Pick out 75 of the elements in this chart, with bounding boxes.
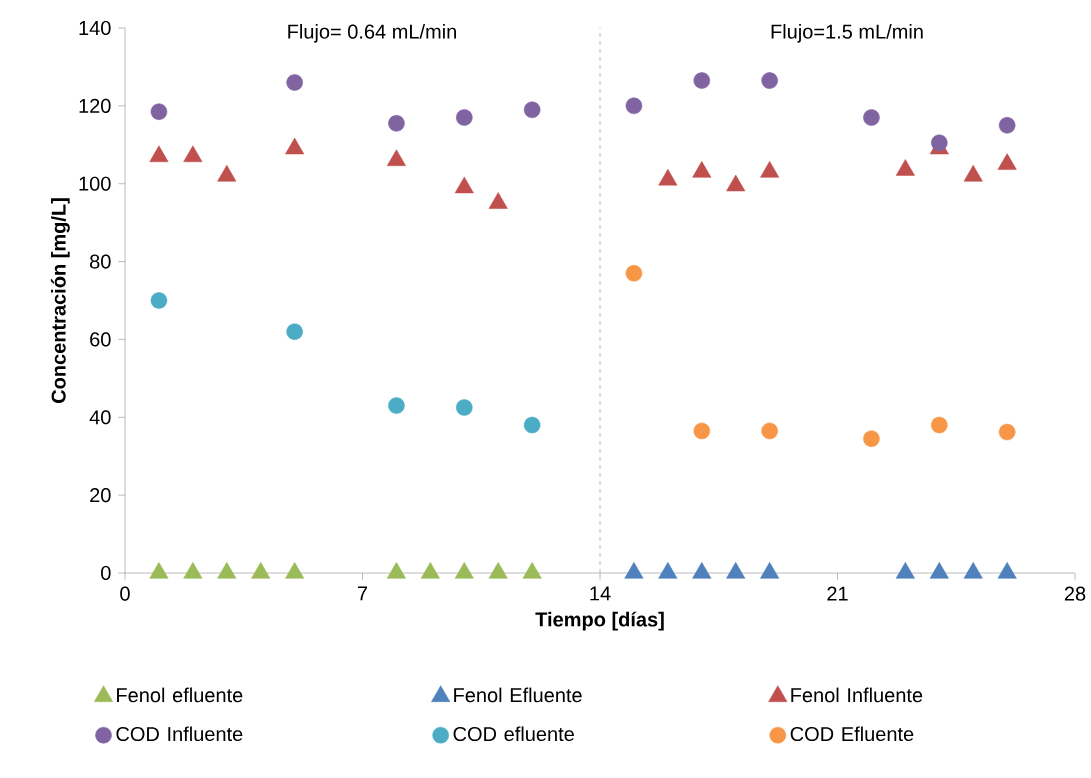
point (183, 145, 203, 163)
point (454, 562, 474, 579)
legend-label: Fenol Efluente (454, 687, 582, 703)
x-tick-label: 14 (590, 586, 611, 601)
point (523, 416, 541, 434)
annotation: Flujo=1.5 mL/min (771, 24, 923, 43)
point (895, 159, 915, 176)
point (523, 101, 541, 119)
point (929, 562, 949, 579)
y-tick-label: 140 (79, 20, 111, 36)
point (456, 399, 473, 416)
legend-label: Fenol Influente (791, 687, 923, 703)
y-tick-label: 40 (89, 410, 111, 425)
point (998, 423, 1016, 441)
point (488, 192, 508, 209)
point (149, 562, 169, 579)
point (895, 562, 915, 579)
point (388, 397, 405, 414)
point (761, 72, 778, 89)
annotation: Flujo= 0.64 mL/min (288, 24, 456, 43)
point (692, 562, 712, 579)
y-tick-label: 20 (90, 488, 111, 503)
point (625, 264, 643, 282)
point (624, 562, 644, 579)
point (150, 292, 168, 309)
point (658, 168, 678, 186)
y-tick-label: 0 (101, 565, 111, 581)
legend-label: COD efluente (453, 726, 574, 742)
point (863, 430, 880, 447)
point (761, 422, 778, 440)
x-tick-label: 0 (120, 586, 130, 601)
point (285, 562, 305, 579)
point (726, 562, 746, 579)
x-tick-label: 7 (357, 586, 368, 601)
legend-label: COD Influente (116, 726, 243, 742)
y-tick-label: 120 (79, 98, 111, 113)
x-tick-label: 28 (1064, 586, 1086, 601)
point (931, 416, 948, 434)
point (760, 562, 780, 579)
point (386, 562, 406, 579)
point (760, 161, 780, 178)
point (150, 103, 168, 120)
y-axis-title: Concentración [mg/L] (50, 198, 70, 404)
point (997, 153, 1017, 170)
point (997, 562, 1017, 579)
y-tick-label: 80 (90, 254, 111, 269)
point (456, 109, 473, 126)
point (251, 562, 271, 579)
legend-label: Fenol efluente (117, 687, 243, 703)
point (217, 562, 237, 579)
point (285, 137, 305, 155)
x-tick-label: 21 (827, 586, 848, 601)
point (963, 562, 983, 579)
point (183, 562, 203, 579)
point (386, 149, 406, 166)
point (286, 74, 303, 91)
x-axis-title: Tiempo [días] (535, 611, 664, 631)
point (488, 562, 508, 579)
point (693, 422, 711, 440)
legend-label: COD Efluente (790, 726, 914, 742)
point (692, 161, 712, 178)
point (998, 117, 1016, 134)
point (726, 174, 746, 192)
y-tick-label: 100 (79, 176, 111, 191)
point (693, 72, 711, 89)
point (863, 109, 880, 126)
y-tick-label: 60 (90, 332, 111, 347)
point (149, 145, 169, 163)
point (286, 323, 303, 340)
point (388, 115, 405, 132)
point (420, 562, 440, 579)
point (454, 176, 474, 194)
point (658, 562, 678, 579)
point (522, 562, 542, 579)
point (625, 97, 643, 115)
